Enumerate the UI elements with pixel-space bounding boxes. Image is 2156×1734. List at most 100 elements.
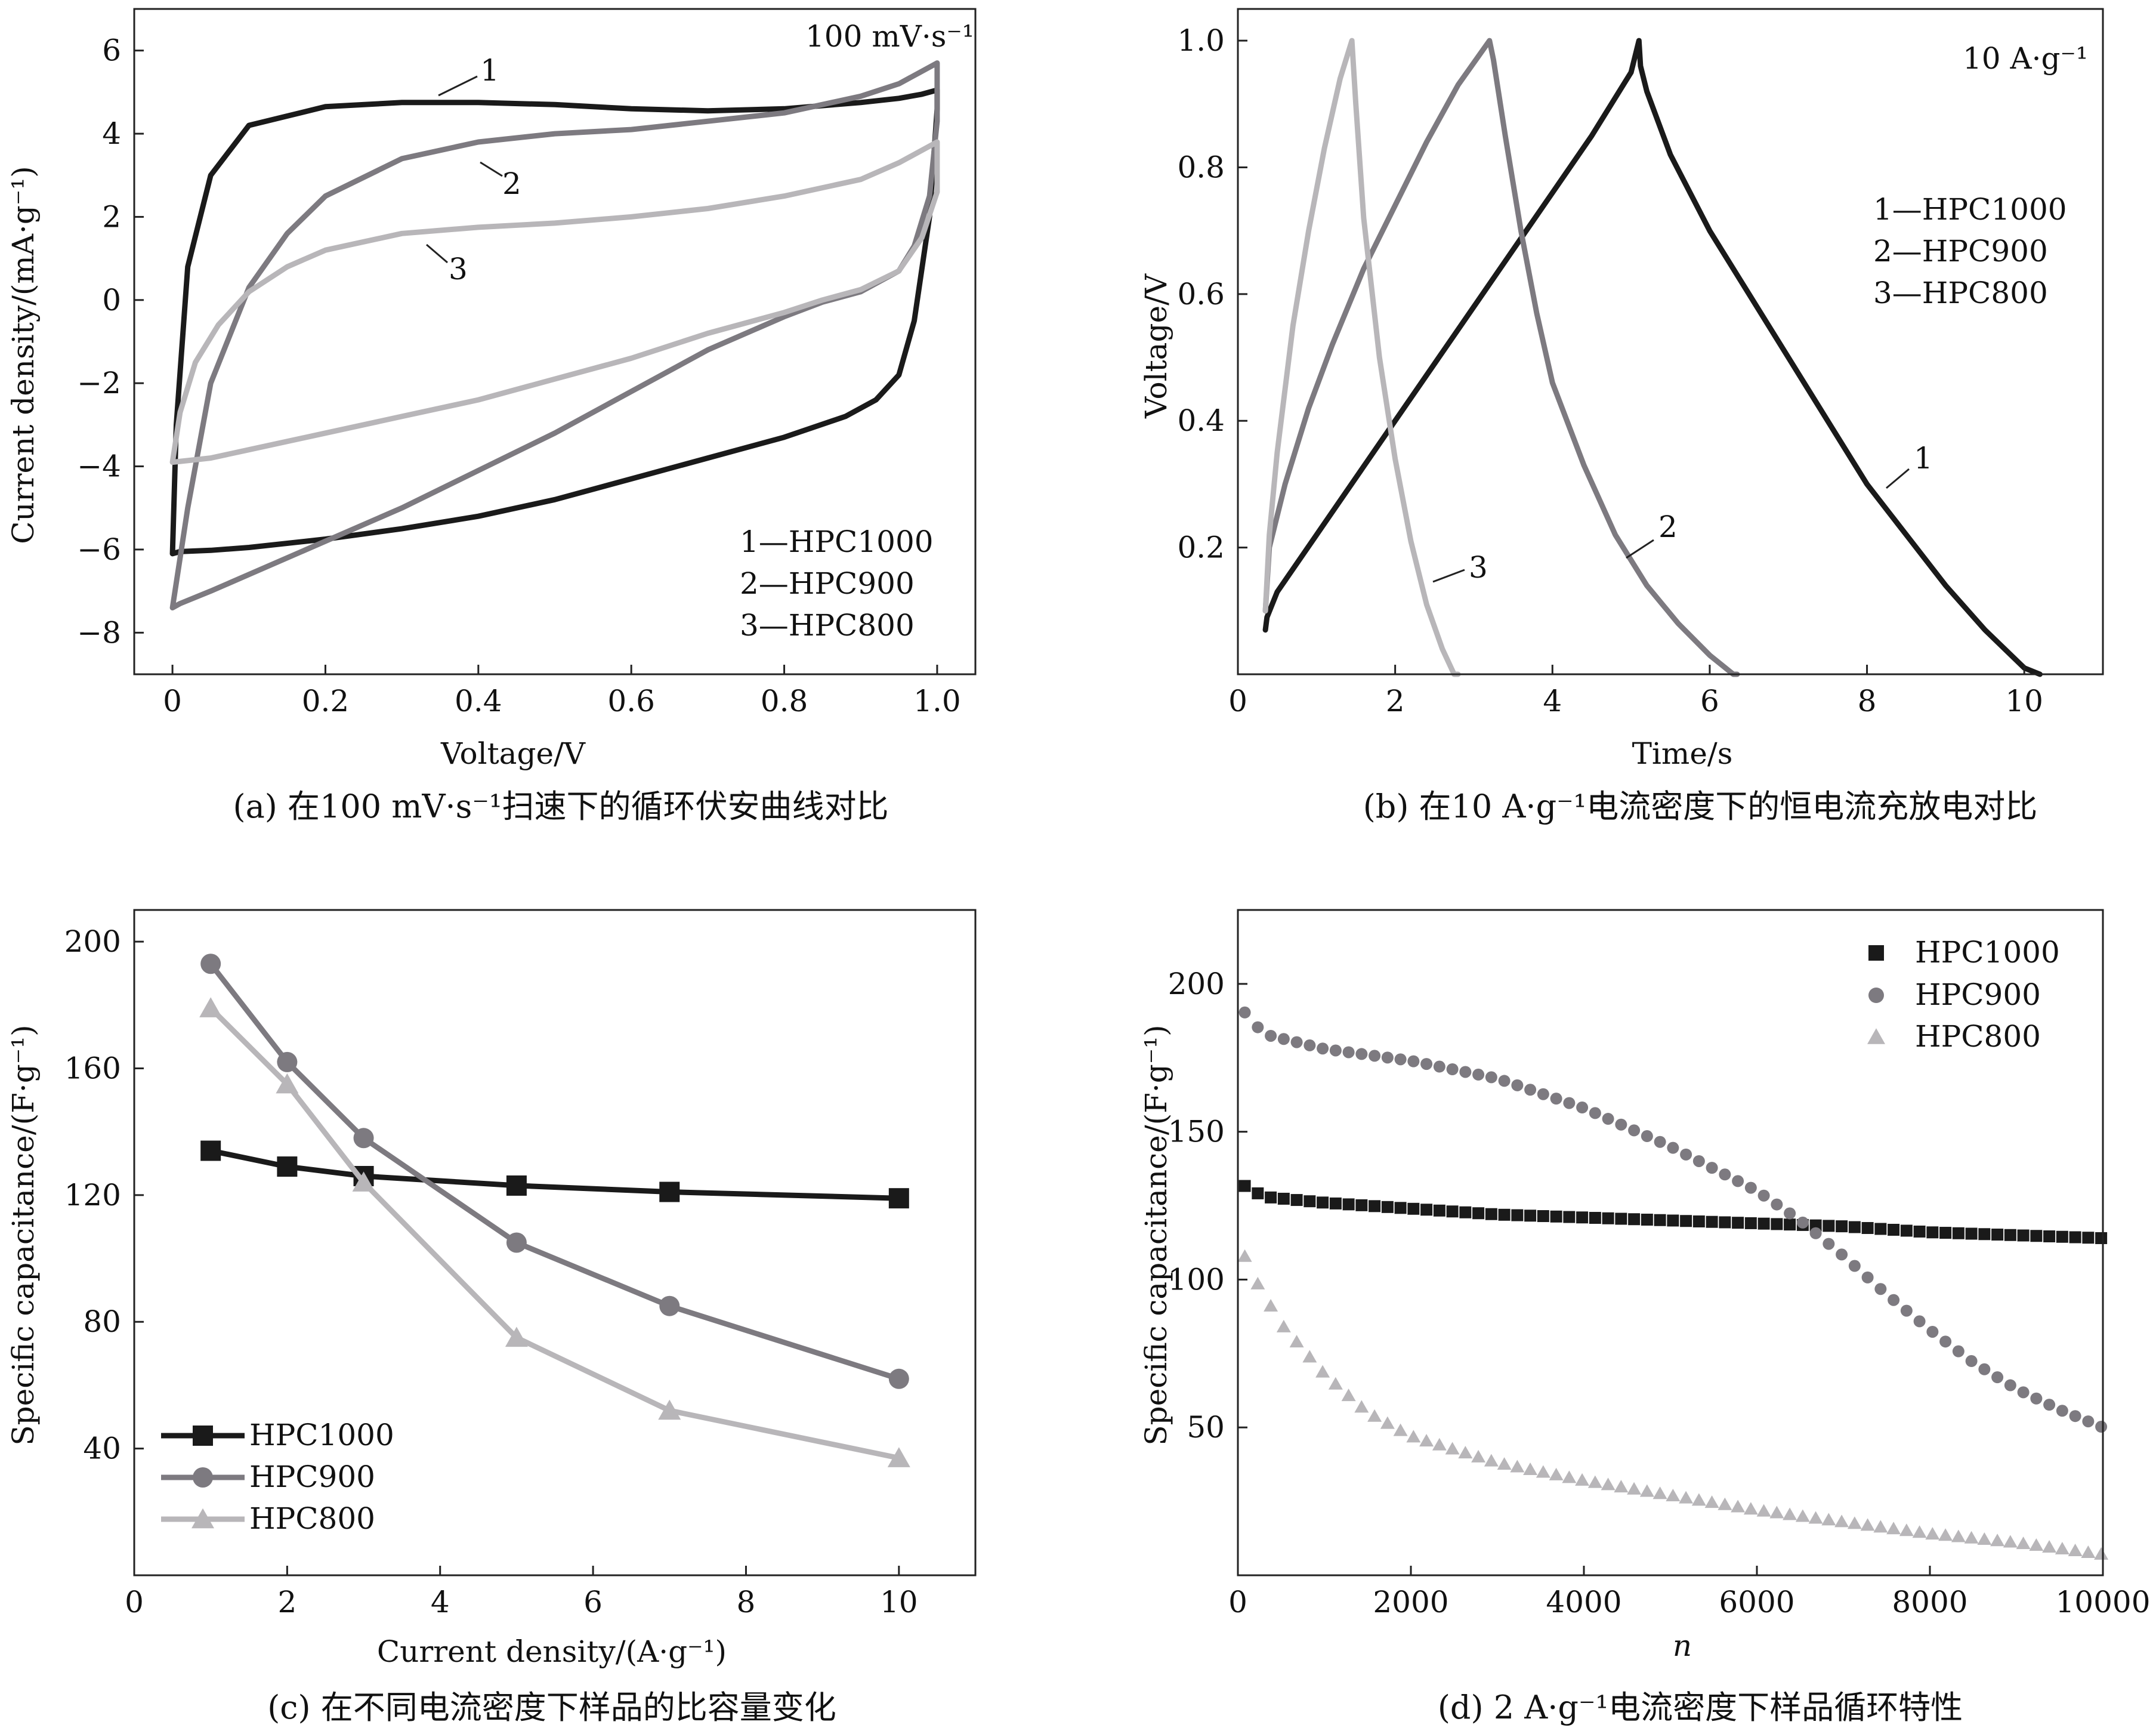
panel-b-x-tick-label: 8: [1858, 684, 1877, 718]
panel-d-point-hpc900: [2056, 1405, 2068, 1417]
panel-d-point-hpc1000: [2095, 1232, 2108, 1244]
panel-c-caption: (c) 在不同电流密度下样品的比容量变化: [267, 1689, 836, 1726]
panel-b-y-tick-label: 0.8: [1177, 150, 1225, 184]
panel-d-point-hpc1000: [2056, 1230, 2068, 1243]
panel-b-y-tick-label: 0.4: [1177, 403, 1225, 438]
panel-d-point-hpc900: [1926, 1325, 1939, 1338]
panel-d-point-hpc800: [1652, 1486, 1667, 1499]
panel-d-point-hpc1000: [1252, 1187, 1264, 1199]
panel-d-point-hpc900: [1952, 1345, 1965, 1357]
panel-d-caption: (d) 2 A·g⁻¹电流密度下样品循环特性: [1438, 1689, 1963, 1726]
panel-d-point-hpc800: [1328, 1377, 1343, 1390]
panel-d-point-hpc1000: [1965, 1227, 1978, 1240]
panel-d-point-hpc900: [1641, 1130, 1653, 1143]
panel-d-point-hpc800: [2094, 1547, 2109, 1560]
panel-d-point-hpc800: [1731, 1499, 1746, 1513]
panel-a-curve-3-leader: [426, 243, 448, 264]
panel-d-legend-marker-hpc1000: [1868, 945, 1884, 961]
panel-d-point-hpc900: [1304, 1039, 1316, 1051]
panel-d-point-hpc800: [1445, 1442, 1460, 1455]
panel-d-point-hpc900: [1589, 1107, 1601, 1119]
panel-d-point-hpc800: [1354, 1400, 1369, 1413]
panel-b-plot-frame: [1237, 8, 2104, 675]
panel-d-point-hpc1000: [1602, 1212, 1614, 1224]
panel-b-series-hpc900-line: [1262, 38, 1740, 677]
panel-b-curve-3-label: 3: [1469, 550, 1488, 585]
panel-d-point-hpc1000: [1589, 1212, 1601, 1224]
panel-d-point-hpc900: [2017, 1386, 2030, 1399]
panel-b-ticks: 0 2 4 6 8 10 0.2 0.4 0.6 0.8 1.0: [1177, 23, 2043, 718]
panel-c-x-tick-label: 0: [125, 1585, 144, 1619]
panel-d-point-hpc900: [1965, 1355, 1978, 1368]
panel-d-point-hpc800: [1821, 1513, 1836, 1526]
panel-d-x-tick-label: 8000: [1892, 1585, 1967, 1619]
panel-c-y-axis-label: Specific capacitance/(F·g⁻¹): [6, 1025, 41, 1445]
panel-b-y-tick-label: 0.2: [1177, 530, 1225, 565]
panel-d-point-hpc1000: [1939, 1227, 1952, 1239]
panel-d-point-hpc900: [1550, 1093, 1562, 1105]
panel-d-point-hpc1000: [1537, 1210, 1549, 1223]
panel-d-point-hpc1000: [1433, 1204, 1445, 1217]
panel-d-point-hpc1000: [1628, 1213, 1641, 1226]
panel-b-x-tick-label: 10: [2005, 684, 2043, 718]
panel-d-point-hpc800: [1575, 1473, 1590, 1486]
panel-d-point-hpc800: [1860, 1518, 1875, 1531]
panel-d-point-hpc1000: [1706, 1215, 1718, 1228]
panel-d-y-axis-label: Specific capacitance/(F·g⁻¹): [1139, 1025, 1173, 1445]
panel-d-point-hpc900: [2030, 1392, 2043, 1405]
panel-c-series-hpc800-line: [209, 1006, 900, 1461]
panel-d-point-hpc1000: [2082, 1232, 2095, 1244]
panel-d-point-hpc800: [1302, 1350, 1317, 1363]
panel-d-point-hpc800: [1769, 1505, 1784, 1519]
panel-d-point-hpc900: [1420, 1058, 1433, 1070]
panel-a-y-tick-label: 4: [102, 116, 121, 151]
panel-d-point-hpc1000: [1355, 1199, 1368, 1211]
panel-c-point-hpc800: [276, 1073, 299, 1094]
panel-d-point-hpc900: [1796, 1216, 1809, 1229]
panel-c-point-hpc1000: [277, 1156, 298, 1177]
panel-d-point-hpc900: [1472, 1068, 1485, 1081]
panel-d-legend-3: HPC800: [1915, 1019, 2041, 1054]
panel-d-point-hpc1000: [1563, 1211, 1576, 1223]
panel-b-legend-1: 1—HPC1000: [1873, 192, 2067, 227]
panel-d-point-hpc800: [1497, 1457, 1512, 1470]
panel-d-y-tick-label: 100: [1168, 1262, 1225, 1297]
panel-d-point-hpc800: [1419, 1434, 1434, 1447]
panel-c-series-hpc900-line: [208, 962, 900, 1382]
panel-d-point-hpc1000: [1680, 1215, 1692, 1227]
panel-a-series-hpc1000-line: [169, 87, 940, 557]
panel-d-x-tick-label: 10000: [2055, 1585, 2150, 1619]
panel-a-x-tick-label: 0.4: [455, 684, 502, 718]
panel-c-legend: HPC1000 HPC900 HPC800: [161, 1418, 394, 1536]
panel-d-point-hpc800: [2029, 1538, 2044, 1551]
panel-d-point-hpc900: [1355, 1048, 1368, 1060]
panel-d-point-hpc900: [1874, 1283, 1887, 1295]
panel-d-legend-marker-hpc800: [1867, 1028, 1885, 1044]
panel-d-point-hpc800: [1704, 1495, 1719, 1508]
panel-a-annotation: 100 mV·s⁻¹: [805, 19, 974, 54]
panel-d-point-hpc800: [1990, 1534, 2005, 1547]
panel-d-point-hpc1000: [1861, 1222, 1874, 1235]
panel-d-point-hpc1000: [1900, 1224, 1913, 1237]
panel-d-point-hpc800: [1601, 1477, 1616, 1491]
panel-d-point-hpc900: [1823, 1238, 1835, 1250]
panel-d-point-hpc900: [1628, 1124, 1641, 1137]
panel-d-point-hpc1000: [1511, 1209, 1524, 1221]
panel-a-y-tick-label: 2: [102, 199, 121, 234]
panel-d-x-tick-label: 6000: [1719, 1585, 1794, 1619]
panel-b-curve-1-label: 1: [1914, 441, 1933, 476]
panel-d-point-hpc900: [1524, 1084, 1537, 1096]
panel-d-point-hpc900: [1576, 1102, 1589, 1114]
panel-d-point-hpc800: [1264, 1299, 1278, 1312]
panel-d-cycling-stability: 0 2000 4000 6000 8000 10000 50 100 150 200 HPC100…: [1139, 909, 2151, 1726]
panel-d-point-hpc1000: [1265, 1191, 1277, 1204]
panel-d-point-hpc800: [1743, 1502, 1758, 1515]
panel-d-point-hpc900: [1692, 1155, 1705, 1167]
panel-d-legend-swatch-2: [1868, 988, 1884, 1003]
panel-d-point-hpc1000: [1667, 1214, 1679, 1227]
panel-d-point-hpc1000: [1823, 1220, 1835, 1232]
panel-d-point-hpc800: [1276, 1319, 1291, 1332]
panel-d-point-hpc1000: [1420, 1204, 1433, 1216]
panel-d-point-hpc800: [1587, 1475, 1602, 1488]
